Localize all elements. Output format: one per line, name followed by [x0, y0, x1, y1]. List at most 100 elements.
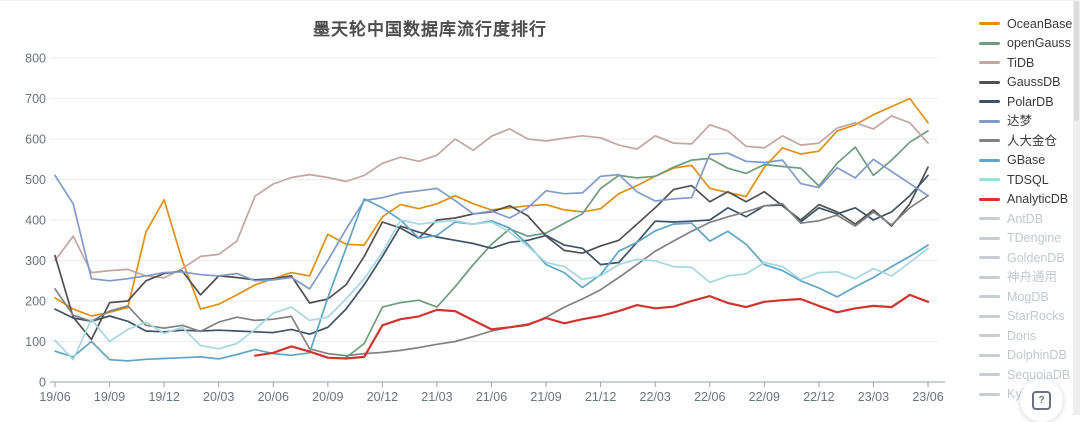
series-line-GBase	[54, 198, 929, 362]
legend-swatch-Doris	[979, 334, 1000, 338]
y-axis-label-800: 800	[25, 52, 46, 66]
y-axis-label-0: 0	[39, 376, 46, 390]
legend-item-DolphinDB[interactable]: DolphinDB	[979, 346, 1079, 366]
help-button[interactable]: ?	[1020, 379, 1063, 422]
legend-swatch-OceanBase	[979, 22, 1000, 26]
legend-swatch-MogDB	[979, 295, 1000, 299]
series-line-GaussDB	[54, 166, 929, 341]
legend-label-达梦: 达梦	[1007, 114, 1033, 128]
legend-swatch-GaussDB	[979, 80, 1000, 84]
legend-item-TDengine[interactable]: TDengine	[979, 229, 1079, 249]
legend-item-PolarDB[interactable]: PolarDB	[979, 92, 1079, 112]
legend-label-SequoiaDB: SequoiaDB	[1007, 367, 1071, 382]
legend-label-PolarDB: PolarDB	[1007, 94, 1054, 109]
x-axis-label-21/06: 21/06	[476, 390, 507, 404]
legend-item-人大金仓[interactable]: 人大金仓	[979, 131, 1079, 151]
series-line-TDSQL	[54, 219, 929, 361]
legend-label-人大金仓: 人大金仓	[1007, 133, 1058, 148]
x-axis-label-22/12: 22/12	[803, 390, 834, 404]
legend-swatch-TDengine	[979, 236, 1000, 240]
legend-item-SequoiaDB[interactable]: SequoiaDB	[979, 365, 1079, 385]
x-axis-label-22/03: 22/03	[640, 390, 671, 404]
y-axis-label-300: 300	[25, 254, 46, 268]
legend-label-TiDB: TiDB	[1007, 55, 1035, 70]
series-line-达梦	[54, 152, 929, 290]
legend-label-DolphinDB: DolphinDB	[1007, 348, 1067, 362]
series-line-TiDB	[54, 115, 929, 279]
series-line-openGauss	[345, 130, 929, 359]
y-axis-label-200: 200	[25, 295, 46, 309]
legend-label-OceanBase: OceanBase	[1007, 16, 1073, 31]
legend-label-神舟通用: 神舟通用	[1007, 270, 1058, 284]
legend-swatch-神舟通用	[979, 275, 1000, 279]
legend-swatch-GoldenDB	[979, 256, 1000, 260]
legend-label-Doris: Doris	[1007, 328, 1037, 343]
legend-item-OceanBase[interactable]: OceanBase	[979, 14, 1079, 34]
y-axis-label-500: 500	[25, 173, 46, 187]
legend-item-openGauss[interactable]: openGauss	[979, 34, 1079, 54]
y-axis-label-100: 100	[25, 335, 46, 349]
series-line-PolarDB	[54, 174, 929, 336]
legend-swatch-AnalyticDB	[979, 197, 1000, 201]
x-axis-label-23/03: 23/03	[858, 390, 889, 404]
x-axis-label-21/09: 21/09	[530, 390, 561, 404]
x-axis-label-23/06: 23/06	[912, 390, 943, 404]
y-axis-label-700: 700	[25, 92, 46, 106]
series-line-AnalyticDB	[254, 293, 930, 360]
legend-label-openGauss: openGauss	[1007, 36, 1071, 50]
series-line-人大金仓	[54, 194, 929, 357]
scrollbar[interactable]	[1073, 1, 1080, 415]
legend-item-神舟通用[interactable]: 神舟通用	[979, 268, 1079, 288]
legend-swatch-SequoiaDB	[979, 373, 1000, 377]
legend-item-GaussDB[interactable]: GaussDB	[979, 73, 1079, 93]
legend-label-GoldenDB: GoldenDB	[1007, 250, 1065, 265]
legend-label-MogDB: MogDB	[1007, 289, 1049, 304]
x-axis-label-19/12: 19/12	[148, 390, 179, 404]
legend-item-TDSQL[interactable]: TDSQL	[979, 170, 1079, 190]
legend-label-TDengine: TDengine	[1007, 231, 1062, 245]
legend-swatch-openGauss	[979, 41, 1000, 45]
y-axis-label-400: 400	[25, 214, 46, 228]
legend-item-StarRocks[interactable]: StarRocks	[979, 307, 1079, 327]
legend-label-StarRocks: StarRocks	[1007, 309, 1065, 323]
x-axis-label-22/06: 22/06	[694, 390, 725, 404]
legend-swatch-TiDB	[979, 61, 1000, 65]
legend-swatch-达梦	[979, 119, 1000, 123]
legend-item-AnalyticDB[interactable]: AnalyticDB	[979, 190, 1079, 210]
legend-item-GoldenDB[interactable]: GoldenDB	[979, 248, 1079, 268]
legend-label-GaussDB: GaussDB	[1007, 75, 1061, 89]
legend-item-达梦[interactable]: 达梦	[979, 112, 1079, 132]
x-axis-label-20/06: 20/06	[258, 390, 289, 404]
x-axis-label-20/12: 20/12	[367, 390, 398, 404]
legend-label-AnalyticDB: AnalyticDB	[1007, 192, 1069, 206]
legend-swatch-人大金仓	[979, 139, 1000, 143]
legend-item-GBase[interactable]: GBase	[979, 151, 1079, 171]
x-axis-label-20/03: 20/03	[203, 390, 234, 404]
series-line-OceanBase	[54, 97, 929, 317]
y-axis-label-600: 600	[25, 133, 46, 147]
chart-legend: OceanBase openGauss TiDB GaussDB PolarDB 达梦人大…	[979, 14, 1079, 404]
legend-swatch-TDSQL	[979, 178, 1000, 182]
chart-title: 墨天轮中国数据库流行度排行	[313, 20, 547, 39]
legend-swatch-DolphinDB	[979, 353, 1000, 357]
x-axis-label-22/09: 22/09	[749, 390, 780, 404]
x-axis-label-19/09: 19/09	[94, 390, 125, 404]
x-axis-label-20/09: 20/09	[312, 390, 343, 404]
legend-item-MogDB[interactable]: MogDB	[979, 287, 1079, 307]
legend-swatch-Kyligence	[979, 392, 1000, 396]
legend-swatch-GBase	[979, 158, 1000, 162]
scrollbar-thumb[interactable]	[1074, 1, 1079, 121]
legend-swatch-PolarDB	[979, 100, 1000, 104]
legend-item-Doris[interactable]: Doris	[979, 326, 1079, 346]
legend-label-TDSQL: TDSQL	[1007, 172, 1049, 187]
x-axis-label-19/06: 19/06	[39, 390, 70, 404]
legend-label-AntDB: AntDB	[1007, 211, 1044, 226]
legend-item-AntDB[interactable]: AntDB	[979, 209, 1079, 229]
legend-swatch-AntDB	[979, 217, 1000, 221]
legend-label-GBase: GBase	[1007, 153, 1046, 167]
help-icon: ?	[1032, 391, 1051, 410]
legend-item-TiDB[interactable]: TiDB	[979, 53, 1079, 73]
x-axis-label-21/03: 21/03	[421, 390, 452, 404]
x-axis-label-21/12: 21/12	[585, 390, 616, 404]
